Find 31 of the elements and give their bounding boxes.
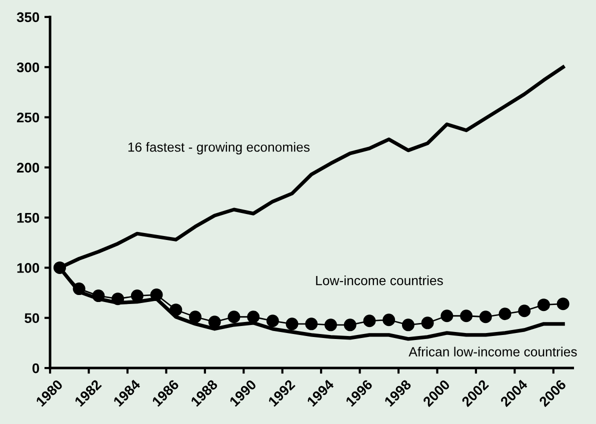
y-tick-label: 350 xyxy=(16,12,40,22)
y-tick-label: 50 xyxy=(24,313,40,324)
point xyxy=(266,314,279,328)
point xyxy=(537,298,550,312)
point xyxy=(286,318,298,330)
point xyxy=(305,318,318,330)
point xyxy=(208,316,221,328)
y-tick-label: 100 xyxy=(17,263,40,273)
point xyxy=(382,314,396,326)
point xyxy=(479,310,492,324)
point xyxy=(228,310,240,324)
point xyxy=(247,310,260,324)
y-tick-label: 200 xyxy=(16,162,40,173)
point xyxy=(402,318,414,332)
y-tick-label: 150 xyxy=(17,212,40,223)
point xyxy=(518,304,531,318)
point xyxy=(460,310,473,322)
point xyxy=(498,308,512,320)
annotation: African low-income countries xyxy=(408,346,577,356)
annotation: 16 fastest - growing economies xyxy=(128,142,310,154)
point xyxy=(189,310,202,324)
y-tick-label: 300 xyxy=(16,62,40,72)
point xyxy=(324,318,338,332)
y-tick-label: 0 xyxy=(32,363,40,374)
point xyxy=(556,298,570,310)
y-tick-label: 250 xyxy=(16,112,40,122)
point xyxy=(344,318,356,332)
annotation: Low-income countries xyxy=(316,276,443,286)
point xyxy=(363,314,376,328)
point xyxy=(421,316,434,330)
point xyxy=(440,310,454,322)
